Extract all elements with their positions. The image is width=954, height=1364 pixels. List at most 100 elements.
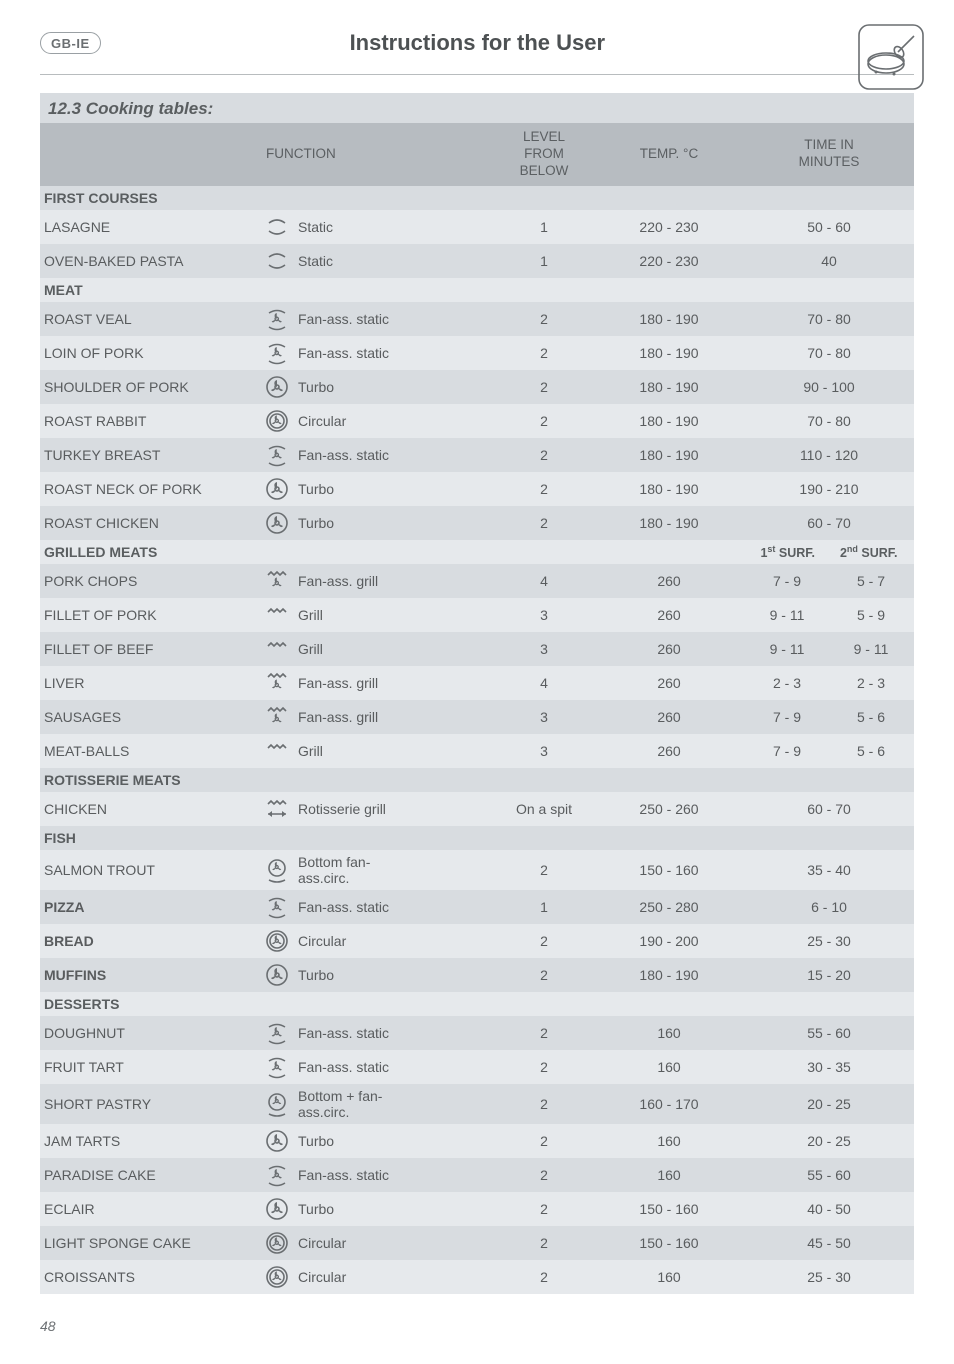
time-value: 45 - 50 [744, 1226, 914, 1260]
function-name: Grill [294, 598, 494, 632]
turbo-icon [264, 1196, 290, 1222]
function-name: Circular [294, 404, 494, 438]
dish-name: FILLET OF BEEF [40, 632, 260, 666]
category-name: ROTISSERIE MEATS [40, 768, 260, 792]
temp-value: 220 - 230 [594, 210, 744, 244]
table-row: PIZZA Fan-ass. static 1 250 - 280 6 - 10 [40, 890, 914, 924]
table-row: ECLAIR Turbo 2 150 - 160 40 - 50 [40, 1192, 914, 1226]
time-value: 60 - 70 [744, 506, 914, 540]
table-row: BREAD Circular 2 190 - 200 25 - 30 [40, 924, 914, 958]
time-value: 55 - 60 [744, 1158, 914, 1192]
level-value: 3 [494, 632, 594, 666]
level-value: 2 [494, 438, 594, 472]
turbo-icon [264, 374, 290, 400]
grill-icon [264, 602, 290, 628]
dish-name: MEAT-BALLS [40, 734, 260, 768]
time-split: 7 - 95 - 6 [748, 709, 910, 725]
fanstatic-icon [264, 1020, 290, 1046]
function-icon-cell [260, 890, 294, 924]
turbo-icon [264, 476, 290, 502]
circular-icon [264, 928, 290, 954]
level-value: 2 [494, 1158, 594, 1192]
table-row: MEAT-BALLS Grill 3 260 7 - 95 - 6 [40, 734, 914, 768]
fangrill-icon [264, 568, 290, 594]
category-name: FIRST COURSES [40, 186, 260, 210]
dish-name: FRUIT TART [40, 1050, 260, 1084]
table-row: FRUIT TART Fan-ass. static 2 160 30 - 35 [40, 1050, 914, 1084]
time-value: 110 - 120 [744, 438, 914, 472]
table-row: LIVER Fan-ass. grill 4 260 2 - 32 - 3 [40, 666, 914, 700]
temp-value: 260 [594, 734, 744, 768]
brand-logo-icon [858, 24, 924, 90]
temp-value: 150 - 160 [594, 850, 744, 890]
surf-header: 1st SURF. 2nd SURF. [748, 544, 910, 560]
col-blank [40, 123, 260, 186]
section-heading: 12.3 Cooking tables: [40, 93, 914, 123]
function-name: Fan-ass. grill [294, 700, 494, 734]
dish-name: JAM TARTS [40, 1124, 260, 1158]
dish-name: LASAGNE [40, 210, 260, 244]
fanstatic-icon [264, 1054, 290, 1080]
time-value: 40 [744, 244, 914, 278]
dish-name: ROAST VEAL [40, 302, 260, 336]
grill-icon [264, 738, 290, 764]
function-name: Static [294, 244, 494, 278]
temp-value: 160 [594, 1260, 744, 1294]
function-name: Fan-ass. static [294, 302, 494, 336]
time-value: 6 - 10 [744, 890, 914, 924]
time-split: 9 - 115 - 9 [748, 607, 910, 623]
cooking-table: FUNCTION LEVELFROMBELOW TEMP. °C TIME IN… [40, 123, 914, 1294]
temp-value: 160 [594, 1158, 744, 1192]
function-icon-cell [260, 850, 294, 890]
category-row: ROTISSERIE MEATS [40, 768, 914, 792]
level-value: 2 [494, 1192, 594, 1226]
dish-name: OVEN-BAKED PASTA [40, 244, 260, 278]
category-name: GRILLED MEATS [40, 540, 260, 564]
page-header: GB-IE Instructions for the User [40, 30, 914, 56]
level-value: 3 [494, 734, 594, 768]
time-value: 30 - 35 [744, 1050, 914, 1084]
function-icon-cell [260, 1016, 294, 1050]
function-icon-cell [260, 734, 294, 768]
fanstatic-icon [264, 306, 290, 332]
fanstatic-icon [264, 1162, 290, 1188]
circular-icon [264, 408, 290, 434]
temp-value: 180 - 190 [594, 958, 744, 992]
temp-value: 160 [594, 1124, 744, 1158]
function-name: Turbo [294, 1192, 494, 1226]
col-level: LEVELFROMBELOW [494, 123, 594, 186]
time-split: 9 - 119 - 11 [748, 641, 910, 657]
function-icon-cell [260, 564, 294, 598]
fanstatic-icon [264, 442, 290, 468]
category-name: MEAT [40, 278, 260, 302]
table-row: SAUSAGES Fan-ass. grill 3 260 7 - 95 - 6 [40, 700, 914, 734]
function-name: Circular [294, 1260, 494, 1294]
function-name: Turbo [294, 370, 494, 404]
function-icon-cell [260, 792, 294, 826]
temp-value: 180 - 190 [594, 404, 744, 438]
fanstatic-icon [264, 340, 290, 366]
dish-name: LOIN OF PORK [40, 336, 260, 370]
table-row: FILLET OF PORK Grill 3 260 9 - 115 - 9 [40, 598, 914, 632]
level-value: 2 [494, 472, 594, 506]
function-icon-cell [260, 700, 294, 734]
dish-name: FILLET OF PORK [40, 598, 260, 632]
table-row: ROAST CHICKEN Turbo 2 180 - 190 60 - 70 [40, 506, 914, 540]
function-icon-cell [260, 632, 294, 666]
function-name: Static [294, 210, 494, 244]
table-row: DOUGHNUT Fan-ass. static 2 160 55 - 60 [40, 1016, 914, 1050]
time-value: 9 - 119 - 11 [744, 632, 914, 666]
static-icon [264, 248, 290, 274]
temp-value: 160 [594, 1050, 744, 1084]
category-row: MEAT [40, 278, 914, 302]
dish-name: MUFFINS [40, 958, 260, 992]
time-value: 90 - 100 [744, 370, 914, 404]
function-name: Fan-ass. static [294, 1050, 494, 1084]
temp-value: 180 - 190 [594, 302, 744, 336]
level-value: 3 [494, 598, 594, 632]
dish-name: SHORT PASTRY [40, 1084, 260, 1124]
rotisserie-icon [264, 796, 290, 822]
dish-name: PARADISE CAKE [40, 1158, 260, 1192]
fanstatic-icon [264, 894, 290, 920]
level-value: 2 [494, 1226, 594, 1260]
